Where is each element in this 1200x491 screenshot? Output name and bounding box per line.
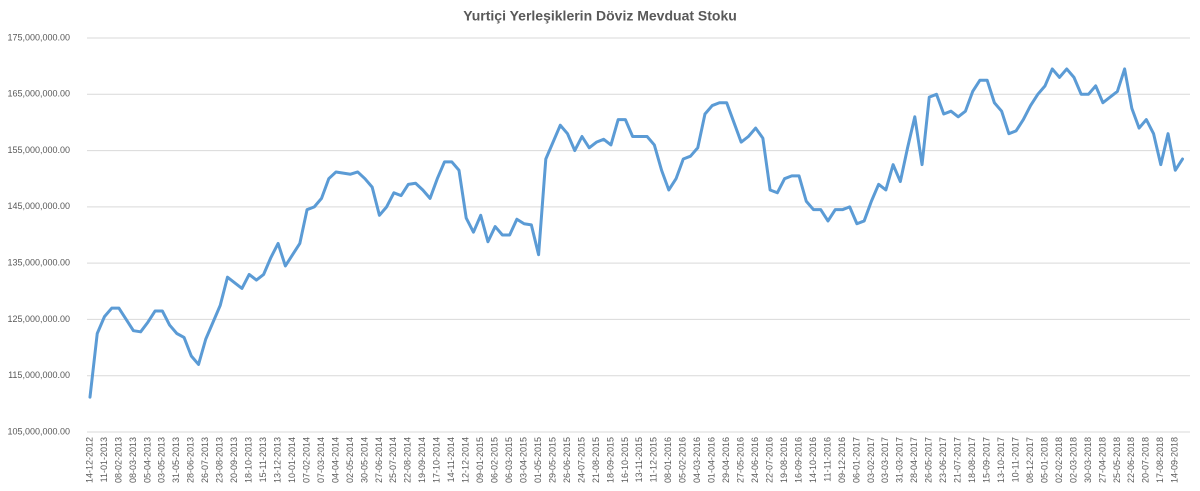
x-tick-label: 25-05-2018 (1112, 437, 1122, 483)
y-tick-label: 145,000,000.00 (7, 201, 70, 211)
x-tick-label: 14-09-2018 (1170, 437, 1180, 483)
x-tick-label: 04-03-2016 (692, 437, 702, 483)
x-tick-label: 07-02-2014 (301, 437, 311, 483)
x-tick-label: 13-10-2017 (996, 437, 1006, 483)
x-tick-label: 22-06-2018 (1126, 437, 1136, 483)
x-tick-label: 08-02-2013 (113, 437, 123, 483)
y-tick-label: 175,000,000.00 (7, 32, 70, 42)
x-tick-label: 05-01-2018 (1039, 437, 1049, 483)
x-tick-label: 17-08-2018 (1155, 437, 1165, 483)
x-tick-label: 27-04-2018 (1097, 437, 1107, 483)
x-tick-label: 08-01-2016 (663, 437, 673, 483)
x-tick-label: 08-03-2013 (128, 437, 138, 483)
x-tick-label: 20-07-2018 (1141, 437, 1151, 483)
x-tick-label: 23-06-2017 (938, 437, 948, 483)
x-tick-label: 26-06-2015 (562, 437, 572, 483)
y-tick-label: 125,000,000.00 (7, 314, 70, 324)
x-tick-label: 01-05-2015 (533, 437, 543, 483)
x-tick-label: 30-05-2014 (359, 437, 369, 483)
x-tick-label: 31-03-2017 (895, 437, 905, 483)
x-tick-label: 21-07-2017 (953, 437, 963, 483)
x-tick-label: 18-08-2017 (967, 437, 977, 483)
x-tick-label: 10-01-2014 (287, 437, 297, 483)
x-tick-label: 05-02-2016 (678, 437, 688, 483)
x-tick-label: 11-01-2013 (99, 437, 109, 482)
x-tick-label: 06-03-2015 (504, 437, 514, 483)
x-tick-label: 02-02-2018 (1054, 437, 1064, 483)
x-tick-label: 15-11-2013 (258, 437, 268, 482)
y-tick-label: 115,000,000.00 (8, 370, 70, 380)
x-tick-label: 02-03-2018 (1068, 437, 1078, 483)
x-tick-label: 27-05-2016 (736, 437, 746, 483)
y-tick-label: 165,000,000.00 (7, 89, 70, 99)
x-tick-label: 13-11-2015 (634, 437, 644, 482)
x-tick-label: 18-09-2015 (605, 437, 615, 483)
x-tick-label: 29-04-2016 (721, 437, 731, 483)
x-tick-label: 28-06-2013 (186, 437, 196, 483)
x-tick-label: 08-12-2017 (1025, 437, 1035, 483)
y-tick-label: 155,000,000.00 (7, 145, 70, 155)
x-tick-label: 12-12-2014 (461, 437, 471, 483)
x-tick-label: 06-01-2017 (851, 437, 861, 483)
x-tick-label: 16-10-2015 (620, 437, 630, 483)
x-tick-label: 30-03-2018 (1083, 437, 1093, 483)
x-tick-label: 22-08-2014 (403, 437, 413, 483)
x-tick-label: 22-07-2016 (764, 437, 774, 483)
x-tick-label: 15-09-2017 (982, 437, 992, 483)
y-tick-label: 105,000,000.00 (7, 426, 70, 436)
x-tick-label: 31-05-2013 (171, 437, 181, 483)
x-tick-label: 17-10-2014 (432, 437, 442, 483)
x-tick-label: 28-04-2017 (909, 437, 919, 483)
x-tick-label: 07-03-2014 (316, 437, 326, 483)
x-tick-label: 11-12-2015 (649, 437, 659, 482)
x-tick-label: 10-11-2017 (1010, 437, 1020, 482)
x-tick-label: 16-09-2016 (793, 437, 803, 483)
x-tick-label: 25-07-2014 (388, 437, 398, 483)
x-tick-label: 03-04-2015 (518, 437, 528, 483)
x-tick-label: 02-05-2014 (345, 437, 355, 483)
x-tick-label: 14-11-2014 (446, 437, 456, 482)
x-tick-label: 03-05-2013 (157, 437, 167, 483)
x-tick-label: 05-04-2013 (142, 437, 152, 483)
data-line (88, 67, 1184, 399)
x-tick-label: 26-07-2013 (200, 437, 210, 483)
x-tick-label: 19-08-2016 (779, 437, 789, 483)
x-tick-label: 09-01-2015 (475, 437, 485, 483)
x-tick-label: 13-12-2013 (272, 437, 282, 483)
x-tick-label: 23-08-2013 (215, 437, 225, 483)
x-tick-label: 03-03-2017 (880, 437, 890, 483)
x-tick-label: 04-04-2014 (330, 437, 340, 483)
x-tick-label: 11-11-2016 (822, 437, 832, 482)
x-tick-label: 20-09-2013 (229, 437, 239, 483)
x-tick-label: 06-02-2015 (490, 437, 500, 483)
x-tick-label: 24-07-2015 (576, 437, 586, 483)
x-tick-label: 14-10-2016 (808, 437, 818, 483)
x-tick-label: 18-10-2013 (244, 437, 254, 483)
chart-title: Yurtiçi Yerleşiklerin Döviz Mevduat Stok… (463, 8, 737, 24)
y-tick-label: 135,000,000.00 (7, 258, 70, 268)
x-tick-label: 24-06-2016 (750, 437, 760, 483)
x-tick-label: 01-04-2016 (707, 437, 717, 483)
x-tick-label: 29-05-2015 (547, 437, 557, 483)
x-tick-label: 26-05-2017 (924, 437, 934, 483)
x-tick-label: 03-02-2017 (866, 437, 876, 483)
x-tick-label: 09-12-2016 (837, 437, 847, 483)
x-tick-label: 21-08-2015 (591, 437, 601, 483)
x-tick-label: 27-06-2014 (374, 437, 384, 483)
x-tick-label: 19-09-2014 (417, 437, 427, 483)
x-tick-label: 14-12-2012 (84, 437, 94, 483)
